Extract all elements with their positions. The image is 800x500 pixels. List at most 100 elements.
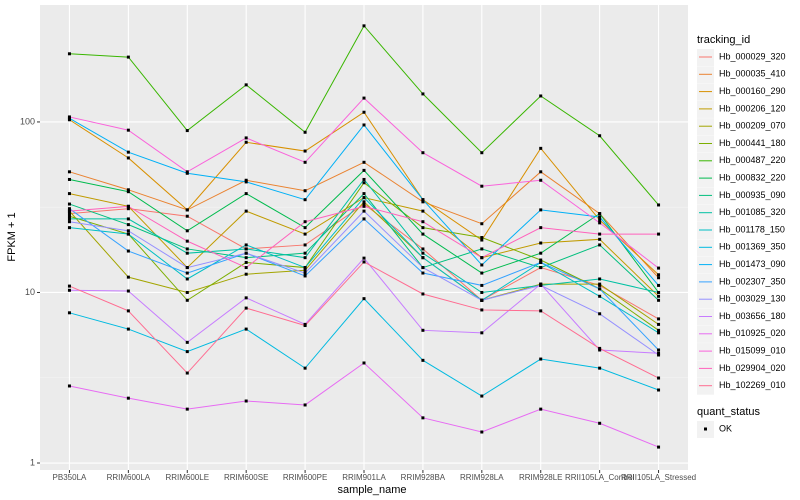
data-point bbox=[362, 204, 366, 208]
legend-label: Hb_000832_220 bbox=[719, 172, 786, 182]
data-point bbox=[421, 358, 425, 362]
data-point bbox=[657, 203, 661, 207]
data-point bbox=[303, 274, 307, 278]
data-point bbox=[244, 256, 248, 260]
data-point bbox=[303, 160, 307, 164]
data-point bbox=[244, 136, 248, 140]
data-point bbox=[244, 83, 248, 87]
data-point bbox=[244, 140, 248, 144]
data-point bbox=[657, 328, 661, 332]
data-point bbox=[421, 198, 425, 202]
data-point bbox=[244, 247, 248, 251]
data-point bbox=[598, 348, 602, 352]
data-point bbox=[67, 384, 71, 388]
data-point bbox=[126, 289, 130, 293]
data-point bbox=[185, 247, 189, 251]
data-point bbox=[67, 288, 71, 292]
data-point bbox=[67, 217, 71, 221]
data-point bbox=[244, 192, 248, 196]
data-point bbox=[657, 232, 661, 236]
data-point bbox=[185, 290, 189, 294]
data-point bbox=[421, 200, 425, 204]
data-point bbox=[480, 236, 484, 240]
x-tick-label: RRIM928LE bbox=[519, 473, 563, 482]
legend-label: Hb_010925_020 bbox=[719, 328, 786, 338]
data-point bbox=[657, 317, 661, 321]
legend-label: Hb_001369_350 bbox=[719, 242, 786, 252]
data-point bbox=[539, 251, 543, 255]
data-point bbox=[480, 308, 484, 312]
y-tick-label: 1 bbox=[30, 457, 35, 467]
data-point bbox=[303, 243, 307, 247]
data-point bbox=[185, 214, 189, 218]
data-point bbox=[539, 178, 543, 182]
data-point bbox=[126, 190, 130, 194]
data-point bbox=[657, 445, 661, 449]
data-point bbox=[421, 92, 425, 96]
legend-label: Hb_001178_150 bbox=[719, 224, 785, 234]
data-point bbox=[244, 306, 248, 310]
data-point bbox=[126, 207, 130, 211]
data-point bbox=[480, 256, 484, 260]
data-point bbox=[539, 258, 543, 262]
data-point bbox=[421, 247, 425, 251]
data-point bbox=[185, 298, 189, 302]
data-point bbox=[303, 220, 307, 224]
data-point bbox=[598, 294, 602, 298]
data-point bbox=[67, 284, 71, 288]
data-point bbox=[126, 188, 130, 192]
data-point bbox=[126, 229, 130, 233]
data-point bbox=[303, 226, 307, 230]
x-tick-label: RRII105LA_Control bbox=[565, 473, 635, 482]
data-point bbox=[598, 215, 602, 219]
data-point bbox=[126, 223, 130, 227]
data-point bbox=[185, 251, 189, 255]
legend-title: tracking_id bbox=[697, 34, 750, 46]
data-point bbox=[362, 256, 366, 260]
x-tick-label: RRIM928LA bbox=[460, 473, 504, 482]
data-point bbox=[657, 353, 661, 357]
data-point bbox=[598, 232, 602, 236]
data-point bbox=[303, 198, 307, 202]
data-point bbox=[244, 251, 248, 255]
data-point bbox=[244, 296, 248, 300]
data-point bbox=[480, 247, 484, 251]
data-point bbox=[67, 226, 71, 230]
data-point bbox=[244, 209, 248, 213]
data-point bbox=[362, 200, 366, 204]
data-point bbox=[421, 256, 425, 260]
data-point bbox=[539, 266, 543, 270]
data-point bbox=[244, 327, 248, 331]
data-point bbox=[126, 128, 130, 132]
legend-label: Hb_000029_320 bbox=[719, 51, 786, 61]
data-point bbox=[598, 366, 602, 370]
data-point bbox=[185, 208, 189, 212]
data-point bbox=[126, 309, 130, 313]
data-point bbox=[67, 52, 71, 56]
data-point bbox=[185, 170, 189, 174]
data-point bbox=[67, 192, 71, 196]
legend-label: Hb_001473_090 bbox=[719, 259, 786, 269]
data-point bbox=[126, 150, 130, 154]
data-point bbox=[480, 290, 484, 294]
y-tick-label: 100 bbox=[20, 116, 35, 126]
data-point bbox=[362, 217, 366, 221]
data-point bbox=[126, 217, 130, 221]
data-point bbox=[185, 266, 189, 270]
data-point bbox=[303, 271, 307, 275]
data-point bbox=[303, 189, 307, 193]
data-point bbox=[480, 298, 484, 302]
data-point bbox=[657, 388, 661, 392]
data-point bbox=[598, 312, 602, 316]
data-point bbox=[67, 177, 71, 181]
legend-label: Hb_000160_290 bbox=[719, 86, 786, 96]
data-point bbox=[362, 192, 366, 196]
data-point bbox=[244, 180, 248, 184]
x-tick-label: RRII105LA_Stressed bbox=[621, 473, 696, 482]
data-point bbox=[539, 241, 543, 245]
data-point bbox=[657, 276, 661, 280]
data-point bbox=[303, 403, 307, 407]
data-point bbox=[657, 351, 661, 355]
data-point bbox=[362, 361, 366, 365]
